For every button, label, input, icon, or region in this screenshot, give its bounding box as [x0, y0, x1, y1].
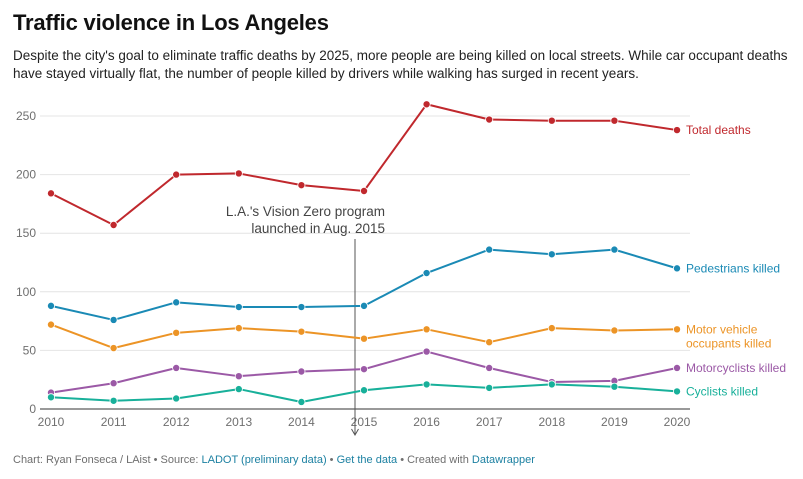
x-tick-label: 2014 — [288, 415, 315, 429]
data-point — [234, 372, 243, 381]
series-label: occupants killed — [686, 336, 771, 350]
data-point — [673, 363, 682, 372]
series-label: Total deaths — [686, 123, 751, 137]
data-point — [47, 320, 56, 329]
x-tick-label: 2012 — [163, 415, 190, 429]
data-point — [485, 338, 494, 347]
y-tick-label: 100 — [16, 285, 36, 299]
data-point — [422, 269, 431, 278]
data-point — [172, 363, 181, 372]
footer-credit: Chart: Ryan Fonseca / LAist • Source: — [13, 454, 202, 466]
data-point — [297, 397, 306, 406]
data-point — [172, 394, 181, 403]
data-point — [547, 250, 556, 259]
data-point — [172, 298, 181, 307]
y-tick-label: 50 — [23, 343, 37, 357]
data-point — [109, 396, 118, 405]
data-point — [234, 385, 243, 394]
data-point — [359, 187, 368, 196]
chart-footer: Chart: Ryan Fonseca / LAist • Source: LA… — [13, 454, 535, 466]
series-label: Motorcyclists killed — [686, 361, 786, 375]
data-point — [422, 100, 431, 109]
data-point — [297, 367, 306, 376]
data-point — [610, 245, 619, 254]
data-point — [359, 334, 368, 343]
get-data-link[interactable]: Get the data — [336, 454, 398, 466]
data-point — [359, 301, 368, 310]
footer-created: • Created with — [397, 454, 472, 466]
x-tick-label: 2016 — [413, 415, 440, 429]
data-point — [47, 393, 56, 402]
annotation-text: L.A.'s Vision Zero program — [226, 204, 385, 219]
data-point — [673, 264, 682, 273]
data-point — [547, 116, 556, 125]
data-point — [485, 245, 494, 254]
data-point — [109, 315, 118, 324]
data-point — [297, 303, 306, 312]
data-point — [47, 301, 56, 310]
data-point — [485, 383, 494, 392]
y-tick-label: 250 — [16, 109, 36, 123]
x-tick-label: 2011 — [101, 415, 127, 429]
data-point — [422, 347, 431, 356]
x-tick-label: 2010 — [38, 415, 65, 429]
source-link[interactable]: LADOT (preliminary data) — [201, 454, 327, 466]
series-label: Cyclists killed — [686, 384, 758, 398]
datawrapper-link[interactable]: Datawrapper — [471, 454, 535, 466]
data-point — [109, 220, 118, 229]
data-point — [673, 325, 682, 334]
data-point — [234, 169, 243, 178]
data-point — [234, 303, 243, 312]
footer-separator: • — [326, 454, 337, 466]
data-point — [547, 324, 556, 333]
chart-subtitle: Despite the city's goal to eliminate tra… — [13, 48, 788, 81]
data-point — [673, 387, 682, 396]
series-label: Pedestrians killed — [686, 261, 780, 275]
data-point — [297, 181, 306, 190]
x-tick-label: 2020 — [664, 415, 691, 429]
y-tick-label: 200 — [16, 168, 36, 182]
annotation-arrowhead — [351, 428, 359, 436]
x-tick-label: 2017 — [476, 415, 503, 429]
data-point — [422, 325, 431, 334]
series-label: Motor vehicle — [686, 322, 758, 336]
data-point — [172, 328, 181, 337]
data-point — [109, 379, 118, 388]
data-point — [547, 380, 556, 389]
x-tick-label: 2015 — [351, 415, 378, 429]
data-point — [485, 363, 494, 372]
y-tick-label: 150 — [16, 226, 36, 240]
annotation-text: launched in Aug. 2015 — [251, 221, 385, 236]
data-point — [172, 170, 181, 179]
data-point — [610, 382, 619, 391]
data-point — [485, 115, 494, 124]
x-tick-label: 2013 — [225, 415, 252, 429]
chart-title: Traffic violence in Los Angeles — [13, 10, 329, 35]
data-point — [109, 344, 118, 353]
x-tick-label: 2019 — [601, 415, 628, 429]
data-point — [610, 326, 619, 335]
data-point — [47, 189, 56, 198]
data-point — [359, 365, 368, 374]
data-point — [359, 386, 368, 395]
x-tick-label: 2018 — [538, 415, 565, 429]
data-point — [234, 324, 243, 333]
data-point — [673, 126, 682, 135]
data-point — [422, 380, 431, 389]
y-tick-label: 0 — [29, 402, 36, 416]
data-point — [610, 116, 619, 125]
data-point — [297, 327, 306, 336]
